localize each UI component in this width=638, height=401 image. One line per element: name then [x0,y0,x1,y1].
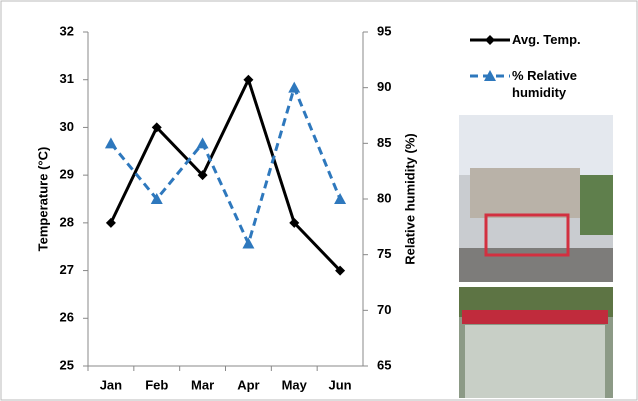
y-tick-label: 29 [60,167,74,182]
x-tick-label: Apr [237,377,259,392]
x-tick-label: May [282,377,308,392]
y2-tick-label: 65 [377,357,391,372]
y2-tick-label: 90 [377,79,391,94]
x-tick-label: Feb [145,377,168,392]
y-tick-label: 28 [60,214,74,229]
chart: Temperature (°C) Relative humidity (%) 2… [0,0,638,401]
y2-tick-label: 95 [377,23,391,38]
y2-tick-label: 75 [377,246,391,261]
y2-axis-title: Relative humidity (%) [402,133,417,264]
y-tick-label: 27 [60,262,74,277]
y-tick-label: 32 [60,23,74,38]
y2-tick-label: 85 [377,135,391,150]
y-axis-title: Temperature (°C) [35,147,50,252]
photo-plants [459,287,613,398]
legend-label: Avg. Temp. [512,31,607,48]
x-tick-label: Jun [329,377,352,392]
y-tick-label: 31 [60,71,74,86]
legend-label: % Relative humidity [512,67,607,101]
page: Temperature (°C) Relative humidity (%) 2… [0,0,638,401]
x-tick-label: Jan [100,377,122,392]
x-tick-label: Mar [191,377,214,392]
y-tick-label: 25 [60,357,74,372]
y2-tick-label: 80 [377,190,391,205]
photo-building [459,115,613,282]
y-tick-label: 30 [60,119,74,134]
y-tick-label: 26 [60,310,74,325]
y2-tick-label: 70 [377,302,391,317]
